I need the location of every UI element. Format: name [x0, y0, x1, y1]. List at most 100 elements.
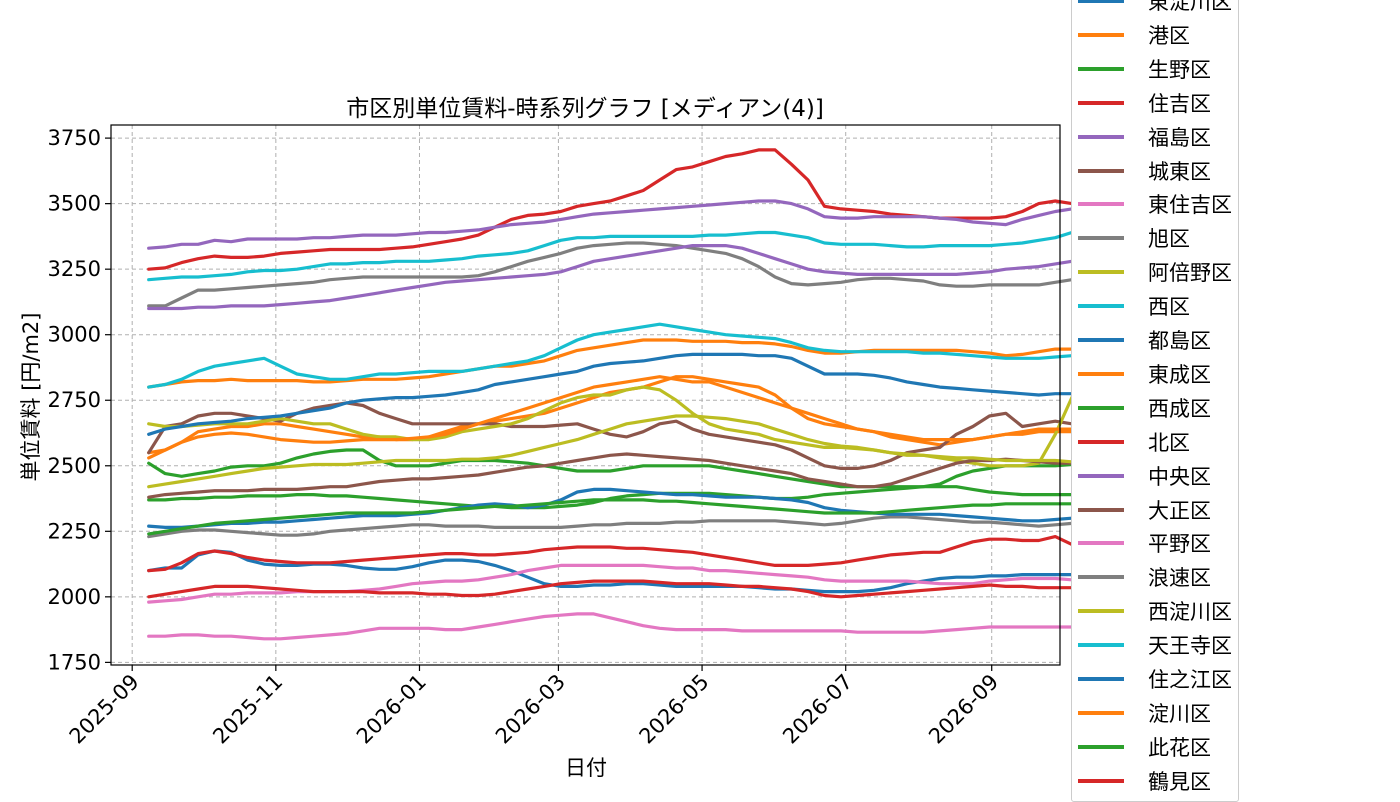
legend-label: 西区 [1148, 295, 1190, 320]
legend-swatch [1078, 744, 1124, 749]
legend-label: 淀川区 [1148, 701, 1211, 726]
y-tick-label: 3250 [48, 257, 101, 281]
legend-item: 北区 [1078, 425, 1190, 459]
legend-label: 北区 [1148, 430, 1190, 455]
legend-swatch [1078, 677, 1124, 681]
series-line-4 [147, 199, 1074, 250]
x-tick-label: 2026-01 [352, 670, 431, 749]
legend-item: 福島区 [1078, 120, 1211, 154]
y-tick-label: 2750 [48, 388, 101, 412]
series-line-3 [147, 148, 1074, 271]
series-line-0 [147, 549, 1074, 594]
y-axis-ticks: 1750 2000 2250 2500 2750 3000 3250 3500 3750 [48, 126, 111, 674]
legend-swatch [1078, 270, 1124, 275]
legend-swatch [1078, 405, 1124, 410]
legend-item: 東成区 [1078, 357, 1211, 391]
legend-swatch [1078, 371, 1124, 376]
legend-item: 東淀川区 [1078, 0, 1232, 18]
legend-swatch [1078, 643, 1124, 648]
series-line-5 [147, 401, 1074, 470]
legend-item: 住之江区 [1078, 662, 1232, 696]
series-line-10 [147, 352, 1074, 436]
legend-swatch [1078, 507, 1124, 512]
legend: 東淀川区港区生野区住吉区福島区城東区東住吉区旭区阿倍野区西区都島区東成区西成区北… [1071, 0, 1239, 802]
y-tick-label: 2000 [48, 585, 101, 609]
legend-item: 此花区 [1078, 730, 1211, 764]
x-tick-label: 2026-07 [778, 670, 857, 749]
y-tick-label: 3750 [48, 126, 101, 150]
legend-swatch [1078, 202, 1124, 207]
legend-item: 大正区 [1078, 493, 1211, 527]
y-tick-label: 2250 [48, 519, 101, 543]
legend-label: 此花区 [1148, 735, 1211, 760]
legend-label: 阿倍野区 [1148, 261, 1232, 286]
legend-item: 天王寺区 [1078, 628, 1232, 662]
plot-lines [147, 148, 1074, 641]
series-line-15 [147, 452, 1074, 499]
legend-swatch [1078, 439, 1124, 444]
legend-swatch [1078, 168, 1124, 173]
legend-item: 淀川区 [1078, 696, 1211, 730]
series-line-19 [147, 322, 1074, 389]
legend-swatch [1078, 0, 1124, 3]
legend-label: 東淀川区 [1148, 0, 1232, 14]
x-axis-ticks: 2025-09 2025-11 2026-01 2026-03 2026-05 2026-… [65, 665, 1003, 749]
legend-label: 天王寺区 [1148, 634, 1232, 659]
y-tick-label: 3500 [48, 192, 101, 216]
x-tick-label: 2026-05 [635, 670, 714, 749]
legend-label: 西淀川区 [1148, 600, 1232, 625]
y-axis-label: 単位賃料 [円/m2] [19, 313, 43, 482]
legend-swatch [1078, 473, 1124, 478]
series-line-16 [147, 612, 1074, 641]
legend-item: 西成区 [1078, 391, 1211, 425]
legend-item: 平野区 [1078, 526, 1211, 560]
y-tick-label: 3000 [48, 323, 101, 347]
series-line-20 [147, 487, 1074, 530]
series-line-22 [147, 498, 1074, 536]
legend-swatch [1078, 100, 1124, 105]
legend-swatch [1078, 778, 1124, 783]
legend-item: 住吉区 [1078, 86, 1211, 120]
legend-swatch [1078, 710, 1124, 715]
series-line-7 [147, 241, 1074, 308]
legend-item: 西淀川区 [1078, 594, 1232, 628]
legend-label: 都島区 [1148, 329, 1211, 353]
legend-swatch [1078, 304, 1124, 309]
legend-item: 生野区 [1078, 52, 1211, 86]
legend-item: 浪速区 [1078, 560, 1211, 594]
legend-swatch [1078, 134, 1124, 139]
series-line-23 [147, 534, 1074, 573]
plot-area-frame [110, 124, 1061, 666]
legend-label: 福島区 [1148, 125, 1211, 150]
series-line-11 [147, 338, 1074, 389]
legend-label: 住吉区 [1148, 91, 1211, 116]
legend-label: 城東区 [1148, 159, 1211, 184]
series-line-17 [147, 515, 1074, 539]
y-tick-label: 1750 [48, 650, 101, 674]
legend-item: 鶴見区 [1078, 764, 1211, 798]
series-line-18 [147, 414, 1074, 489]
legend-label: 鶴見区 [1148, 769, 1211, 794]
legend-label: 住之江区 [1148, 668, 1232, 692]
legend-swatch [1078, 541, 1124, 546]
x-tick-label: 2026-03 [491, 670, 570, 749]
legend-label: 生野区 [1148, 57, 1211, 82]
legend-item: 港区 [1078, 18, 1190, 52]
chart-title: 市区別単位賃料-時系列グラフ [メディアン(4)] [346, 96, 824, 122]
legend-label: 旭区 [1148, 227, 1190, 252]
legend-label: 港区 [1148, 23, 1190, 48]
legend-label: 東成区 [1148, 362, 1211, 387]
legend-swatch [1078, 66, 1124, 71]
series-line-14 [147, 244, 1074, 311]
x-axis-label: 日付 [565, 756, 607, 780]
legend-item: 西区 [1078, 289, 1190, 323]
legend-item: 東住吉区 [1078, 187, 1232, 221]
x-tick-label: 2025-09 [65, 670, 144, 749]
series-line-9 [147, 230, 1074, 282]
series-line-21 [147, 375, 1074, 460]
legend-label: 中央区 [1148, 464, 1211, 489]
legend-swatch [1078, 32, 1124, 37]
legend-swatch [1078, 338, 1124, 342]
legend-label: 西成区 [1148, 396, 1211, 421]
